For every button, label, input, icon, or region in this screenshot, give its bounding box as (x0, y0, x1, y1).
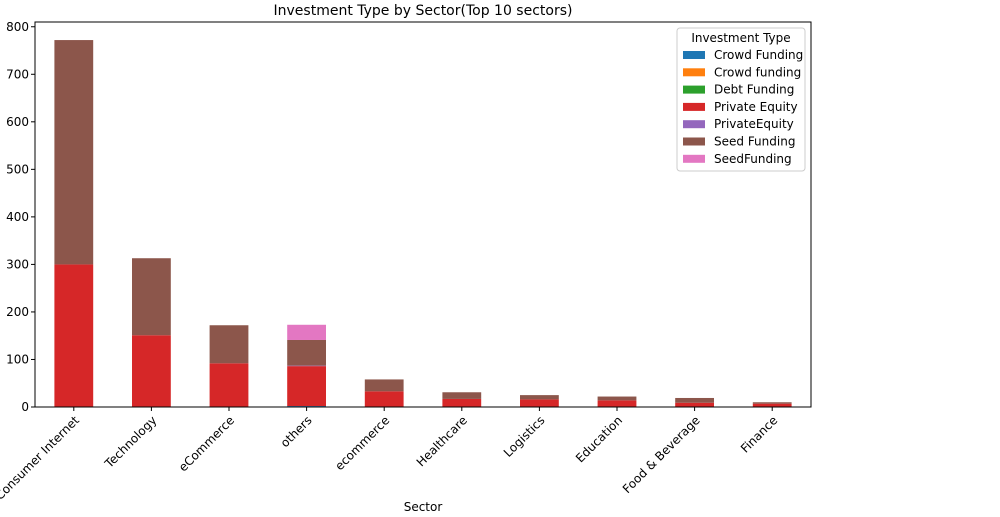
y-tick-label: 600 (6, 115, 29, 129)
legend-swatch (683, 120, 705, 128)
y-tick-label: 700 (6, 67, 29, 81)
y-tick-label: 200 (6, 305, 29, 319)
y-tick-label: 0 (21, 400, 29, 414)
bar-segment (287, 340, 326, 366)
legend-label: Private Equity (714, 100, 798, 114)
bar-segment (520, 399, 559, 407)
y-tick-label: 500 (6, 162, 29, 176)
chart-title: Investment Type by Sector(Top 10 sectors… (274, 3, 573, 19)
bar-segment (442, 392, 481, 399)
bar-segment (753, 402, 792, 403)
legend-swatch (683, 68, 705, 76)
legend-swatch (683, 155, 705, 163)
x-tick-label: Food & Beverage (620, 413, 703, 496)
bar-segment (132, 258, 171, 335)
legend-swatch (683, 138, 705, 146)
bar-segment (675, 403, 714, 407)
legend-label: PrivateEquity (714, 117, 794, 131)
legend-label: Crowd funding (714, 65, 801, 79)
bar-segment (442, 399, 481, 407)
x-tick-label: others (278, 413, 315, 450)
y-tick-label: 400 (6, 210, 29, 224)
x-tick-label: Finance (738, 413, 780, 455)
y-tick-label: 100 (6, 352, 29, 366)
x-tick-label: Technology (101, 413, 159, 471)
bar-segment (287, 325, 326, 340)
legend-swatch (683, 86, 705, 94)
x-tick-label: Education (573, 413, 625, 465)
bar-segment (54, 264, 93, 406)
x-axis-label: Sector (404, 500, 443, 513)
bar-segment (287, 366, 326, 406)
x-tick-label: ecommerce (332, 413, 392, 473)
bar-segment (365, 391, 404, 407)
legend-swatch (683, 103, 705, 111)
legend: Investment Type Crowd Funding Crowd fundi… (677, 28, 805, 171)
bar-segment (132, 335, 171, 407)
y-tick-label: 300 (6, 257, 29, 271)
x-tick-label: Logistics (501, 413, 548, 460)
y-axis: 0 100 200 300 400 500 600 700 800 (6, 20, 35, 414)
bar-segment (598, 397, 637, 401)
legend-swatch (683, 51, 705, 59)
bar-segment (675, 398, 714, 403)
bar-segment (365, 379, 404, 391)
x-tick-label: Consumer Internet (0, 413, 82, 503)
bar-segment (598, 400, 637, 407)
x-axis: Consumer Internet Technology eCommerce othe… (0, 407, 780, 503)
x-tick-label: Healthcare (414, 413, 470, 469)
bar-segment (210, 325, 249, 363)
bar-segment (210, 363, 249, 407)
legend-label: Crowd Funding (714, 48, 803, 62)
legend-label: SeedFunding (714, 152, 792, 166)
y-tick-label: 800 (6, 20, 29, 34)
legend-label: Debt Funding (714, 83, 794, 97)
x-tick-label: eCommerce (176, 413, 237, 474)
bar-segment (54, 40, 93, 264)
legend-title: Investment Type (691, 31, 790, 45)
bar-segment (520, 395, 559, 399)
legend-label: Seed Funding (714, 135, 795, 149)
